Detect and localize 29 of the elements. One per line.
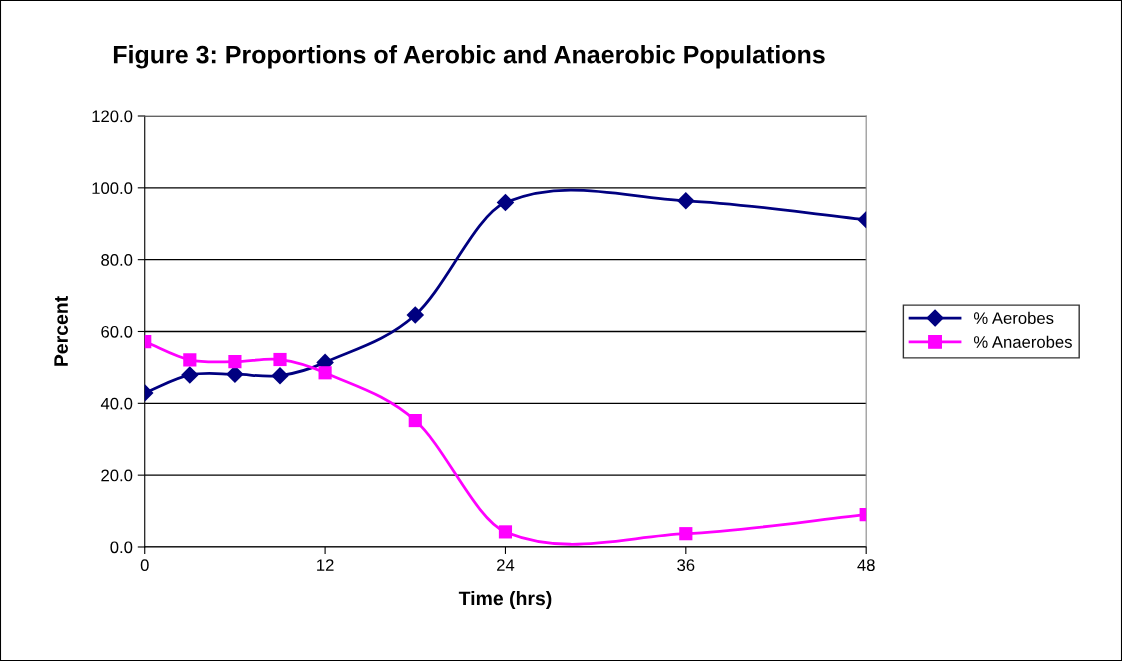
chart-title: Figure 3: Proportions of Aerobic and Anaerobic Populations xyxy=(113,45,825,69)
x-tick-label: 12 xyxy=(317,559,334,571)
point xyxy=(679,527,693,541)
y-axis-title: Percent xyxy=(54,296,68,366)
y-tick-label: 100.0 xyxy=(92,182,133,195)
point xyxy=(183,353,197,367)
y-tick-label: 0.0 xyxy=(110,541,133,554)
legend-label: % Aerobes xyxy=(973,311,1054,325)
point xyxy=(496,193,515,212)
y-tick-label: 20.0 xyxy=(101,469,133,482)
y-tick-label: 120.0 xyxy=(92,110,133,123)
point xyxy=(498,525,513,539)
point xyxy=(181,366,199,384)
x-tick-label: 36 xyxy=(677,559,695,572)
y-tick-label: 60.0 xyxy=(101,325,133,338)
x-tick-label: 0 xyxy=(140,559,149,572)
point xyxy=(408,413,422,428)
point xyxy=(271,366,289,385)
y-tick-label: 80.0 xyxy=(101,254,133,266)
x-tick-label: 24 xyxy=(497,559,515,571)
point xyxy=(318,366,332,380)
legend-label: % Anaerobes xyxy=(973,335,1072,348)
x-tick-label: 48 xyxy=(857,559,875,572)
point xyxy=(273,352,287,367)
y-tick-label: 40.0 xyxy=(100,397,133,410)
point xyxy=(228,355,242,369)
point xyxy=(677,191,695,210)
x-axis-title: Time (hrs) xyxy=(458,590,552,610)
point xyxy=(406,306,425,324)
